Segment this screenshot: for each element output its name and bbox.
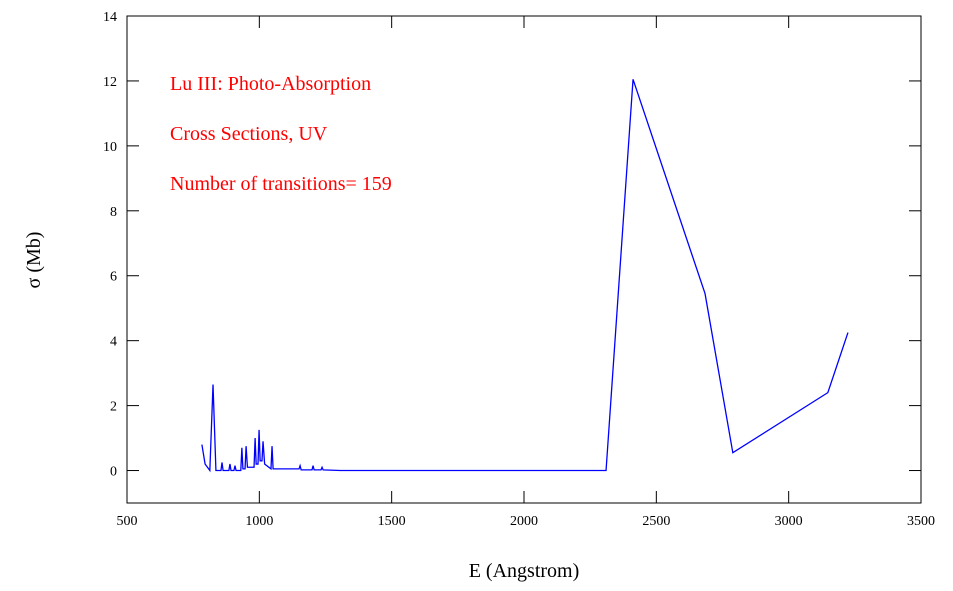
x-tick-label: 3000 (775, 514, 803, 529)
annotation: Lu III: Photo-Absorption (170, 73, 371, 95)
x-tick-label: 3500 (907, 514, 935, 529)
annotation: Cross Sections, UV (170, 123, 328, 145)
y-axis-label: σ (Mb) (23, 232, 45, 289)
data-line (201, 79, 849, 473)
x-tick-label: 500 (117, 514, 138, 529)
x-tick-label: 2000 (510, 514, 538, 529)
x-tick-label: 1500 (378, 514, 406, 529)
x-tick-label: 1000 (245, 514, 273, 529)
annotation: Number of transitions= 159 (170, 173, 392, 195)
y-tick-label: 8 (110, 205, 117, 220)
y-tick-label: 12 (103, 75, 117, 90)
y-tick-label: 10 (103, 140, 117, 155)
x-axis-label: E (Angstrom) (469, 560, 580, 582)
y-tick-label: 2 (110, 400, 117, 415)
y-tick-label: 14 (103, 10, 117, 25)
y-tick-label: 6 (110, 270, 117, 285)
y-tick-label: 4 (110, 335, 117, 350)
x-tick-label: 2500 (642, 514, 670, 529)
y-tick-label: 0 (110, 465, 117, 480)
